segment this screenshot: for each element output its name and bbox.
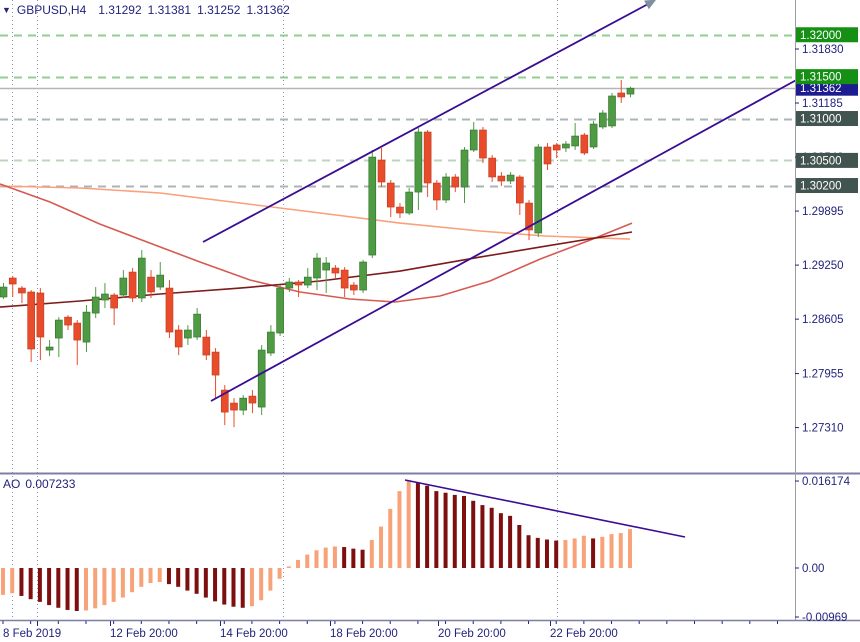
svg-text:1.31500: 1.31500: [800, 72, 842, 84]
svg-text:1.30200: 1.30200: [800, 181, 842, 193]
svg-text:1.31362: 1.31362: [800, 83, 842, 95]
ao-indicator-label: AO 0.007233: [3, 477, 80, 491]
open-value: 1.31292: [98, 3, 142, 17]
svg-text:1.31185: 1.31185: [802, 98, 843, 110]
ao-name: AO: [3, 477, 21, 491]
svg-text:1.31830: 1.31830: [802, 44, 844, 56]
svg-text:0.016174: 0.016174: [802, 476, 851, 488]
chart-title: ▼ GBPUSD,H4 1.31292 1.31381 1.31252 1.31362: [2, 3, 290, 17]
svg-text:0.00: 0.00: [802, 563, 824, 575]
svg-text:-0.00969: -0.00969: [802, 612, 847, 624]
svg-text:12 Feb 20:00: 12 Feb 20:00: [110, 628, 178, 640]
close-value: 1.31362: [246, 3, 290, 17]
ao-value: 0.007233: [25, 477, 76, 491]
svg-text:14 Feb 20:00: 14 Feb 20:00: [220, 628, 288, 640]
svg-text:20 Feb 20:00: 20 Feb 20:00: [438, 628, 506, 640]
svg-text:8 Feb 2019: 8 Feb 2019: [3, 628, 61, 640]
svg-text:22 Feb 20:00: 22 Feb 20:00: [550, 628, 618, 640]
ohlc-values: 1.31292 1.31381 1.31252 1.31362: [92, 3, 290, 17]
low-value: 1.31252: [197, 3, 241, 17]
svg-text:18 Feb 20:00: 18 Feb 20:00: [330, 628, 398, 640]
svg-text:1.29250: 1.29250: [802, 260, 844, 272]
svg-text:1.27310: 1.27310: [802, 423, 844, 435]
svg-text:1.31000: 1.31000: [800, 114, 842, 126]
svg-text:1.27955: 1.27955: [802, 369, 844, 381]
svg-text:1.29895: 1.29895: [802, 206, 844, 218]
high-value: 1.31381: [147, 3, 192, 17]
svg-text:1.32000: 1.32000: [800, 30, 842, 42]
svg-text:1.30500: 1.30500: [800, 155, 842, 167]
svg-text:1.28605: 1.28605: [802, 314, 844, 326]
symbol-period-label: GBPUSD,H4: [16, 3, 87, 17]
dropdown-triangle-icon[interactable]: ▼: [2, 4, 11, 15]
